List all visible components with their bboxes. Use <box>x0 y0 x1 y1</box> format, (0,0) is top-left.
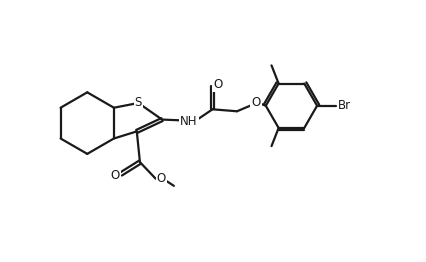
Text: Br: Br <box>337 99 351 112</box>
Text: NH: NH <box>180 115 197 128</box>
Text: O: O <box>156 172 165 185</box>
Text: O: O <box>111 169 120 182</box>
Text: S: S <box>134 96 142 110</box>
Text: O: O <box>213 78 222 91</box>
Text: O: O <box>251 96 260 109</box>
